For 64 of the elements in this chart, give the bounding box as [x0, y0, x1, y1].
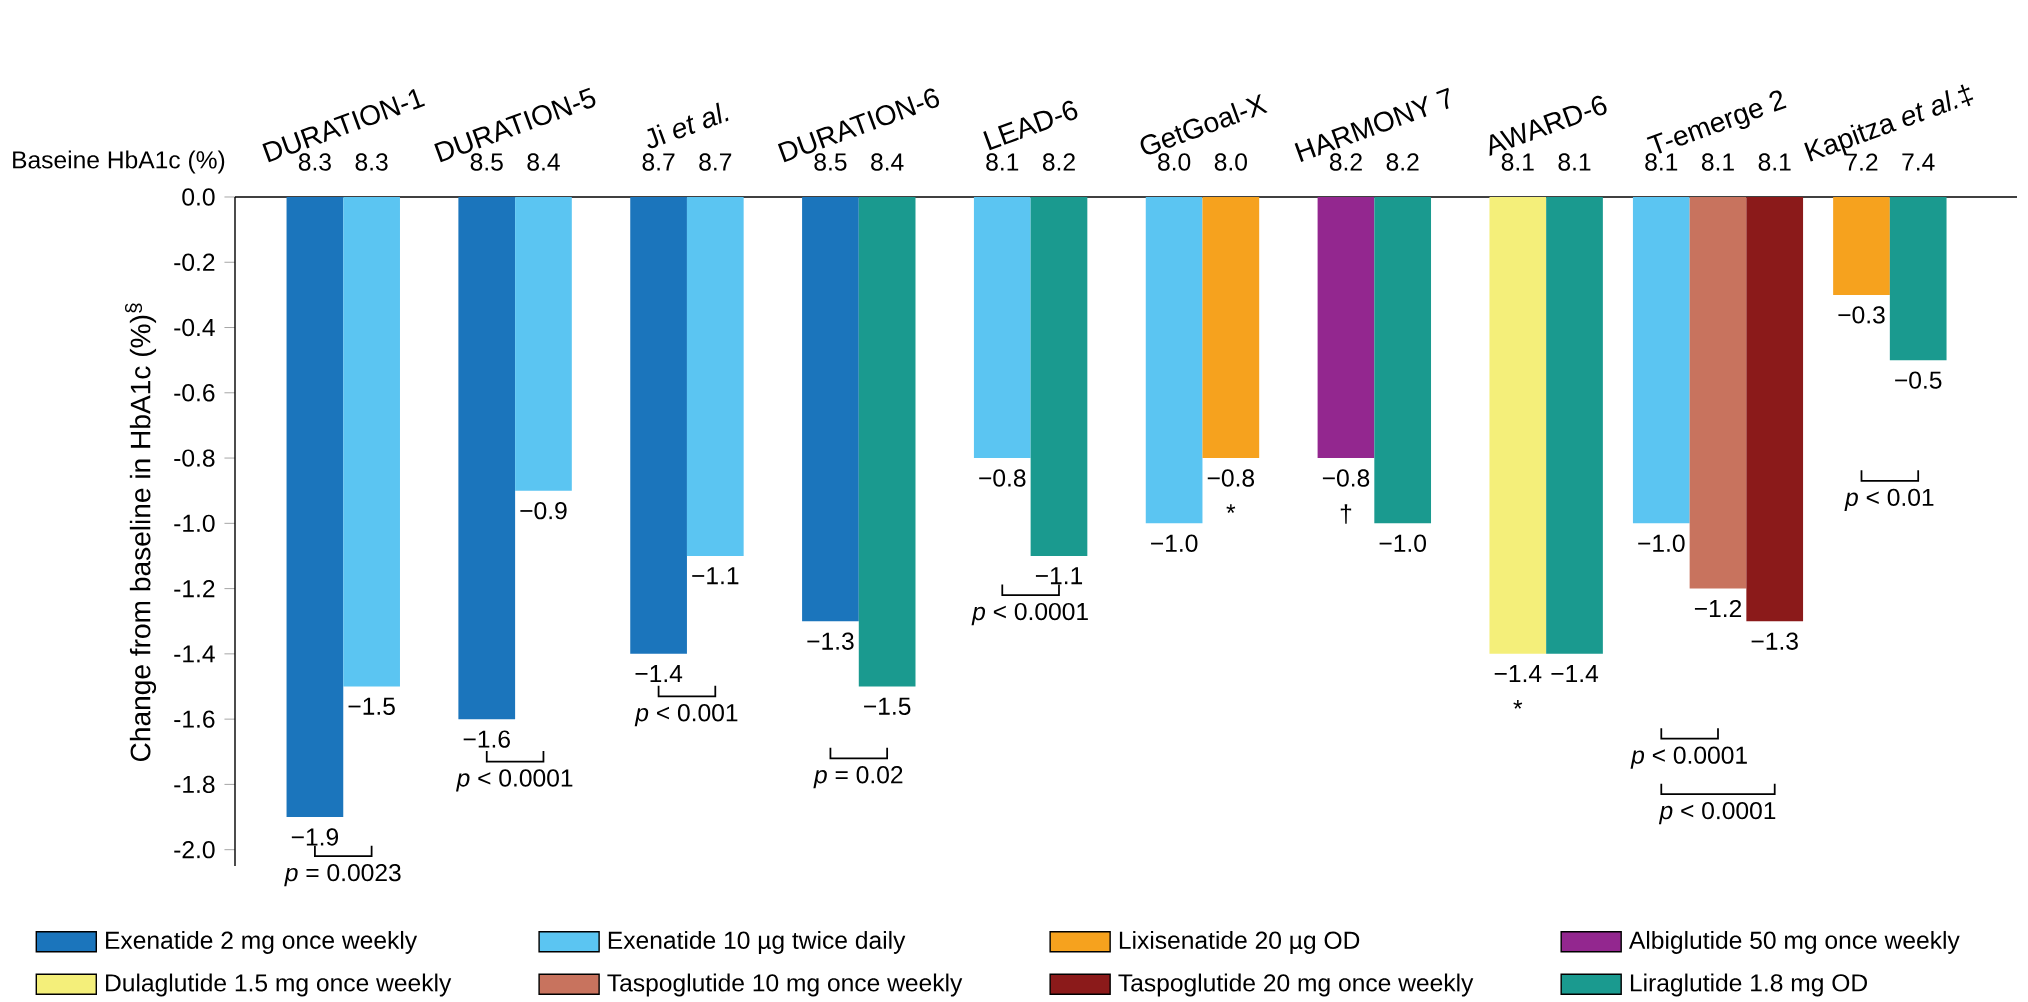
- data-label: −1.4: [635, 665, 683, 683]
- text: 8.7: [642, 153, 675, 171]
- y-tick-label: -1.8: [174, 775, 215, 794]
- y-tick-label: -0.6: [174, 384, 215, 402]
- data-label: −1.2: [1694, 599, 1742, 618]
- data-label: −1.4: [1551, 665, 1599, 683]
- data-label: −0.9: [520, 501, 567, 520]
- text: 8.1: [1645, 153, 1678, 171]
- data-label: −1.0: [1151, 534, 1198, 552]
- text: Baseine HbA1c (%): [13, 150, 225, 174]
- annotation: p = 0.02: [813, 766, 903, 789]
- legend-label: Exenatide 10 µg twice daily: [608, 930, 906, 954]
- data-label: −1.4: [1494, 665, 1542, 683]
- data-label: −1.9: [291, 828, 339, 846]
- x-tick-label: Ji et al.: [647, 102, 729, 149]
- legend-label: Dulaglutide 1.5 mg once weekly: [106, 973, 452, 997]
- text: 8.1: [1701, 153, 1734, 171]
- text: 8.1: [1758, 153, 1791, 171]
- annotation: *: [1513, 700, 1523, 709]
- data-label: −0.3: [1838, 306, 1885, 324]
- annotation: †: [1340, 504, 1352, 524]
- data-label: −1.6: [463, 730, 510, 748]
- y-tick-label: -1.6: [174, 710, 215, 728]
- data-label: −0.5: [1895, 371, 1942, 389]
- data-label: −1.0: [1379, 534, 1426, 552]
- data-label: −1.5: [348, 697, 395, 715]
- data-label: −1.3: [807, 632, 854, 650]
- data-label: −1.5: [864, 697, 911, 715]
- y-axis-title: Change from baseline in HbA1c (%)$^{§}$: [124, 303, 157, 762]
- data-label: −1.0: [1638, 534, 1685, 552]
- y-tick-label: 0.0: [182, 188, 215, 206]
- data-label: −0.8: [1322, 469, 1370, 487]
- text: 8.7: [699, 153, 732, 171]
- data-label: −0.8: [979, 469, 1026, 487]
- data-label: −1.1: [692, 567, 739, 585]
- data-label: −0.8: [1207, 469, 1255, 487]
- text: 8.1: [986, 153, 1019, 171]
- annotation: p < 0.0001: [1630, 746, 1747, 769]
- text: 8.0: [1214, 153, 1247, 171]
- y-tick-label: -0.4: [174, 318, 215, 337]
- annotation: *: [1226, 504, 1236, 513]
- legend-label: Liraglutide 1.8 mg OD: [1630, 973, 1867, 997]
- text: 8.0: [1158, 153, 1191, 171]
- y-tick-label: -1.4: [174, 645, 215, 663]
- annotation: p < 0.01: [1844, 488, 1934, 511]
- annotation: p < 0.0001: [1658, 801, 1776, 825]
- text: 8.2: [1042, 153, 1075, 171]
- y-tick-label: -0.2: [174, 253, 215, 271]
- y-tick-label: -1.0: [174, 514, 215, 533]
- legend-label: Lixisenatide 20 µg OD: [1119, 930, 1360, 954]
- text: 7.4: [1902, 153, 1935, 171]
- data-label: −1.3: [1751, 632, 1798, 650]
- data-label: −1.1: [1035, 567, 1083, 585]
- legend-label: Albiglutide 50 mg once weekly: [1628, 930, 1960, 954]
- annotation: p < 0.001: [634, 704, 738, 727]
- legend-label: Taspoglutide 10 mg once weekly: [607, 973, 963, 997]
- y-tick-label: -0.8: [174, 449, 215, 467]
- legend-label: Taspoglutide 20 mg once weekly: [1118, 973, 1474, 997]
- annotation: p < 0.0001: [971, 602, 1088, 626]
- annotation: p = 0.0023: [284, 863, 401, 887]
- y-tick-label: -2.0: [174, 840, 215, 859]
- annotation: p < 0.0001: [456, 769, 573, 792]
- y-tick-label: -1.2: [174, 580, 215, 598]
- legend-label: Exenatide 2 mg once weekly: [106, 930, 418, 954]
